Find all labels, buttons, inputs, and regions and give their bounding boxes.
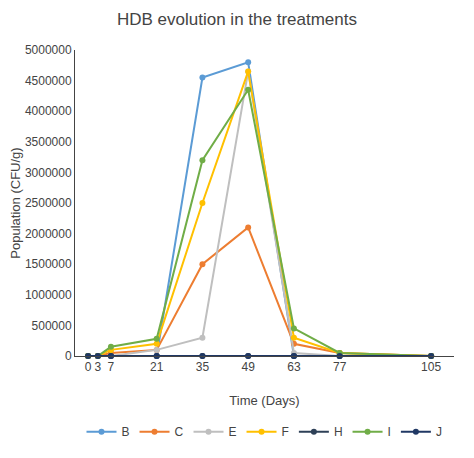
svg-text:Time (Days): Time (Days) <box>229 393 299 408</box>
svg-text:7: 7 <box>108 360 115 374</box>
svg-text:77: 77 <box>333 360 347 374</box>
svg-text:1500000: 1500000 <box>25 257 72 271</box>
svg-text:H: H <box>334 425 343 439</box>
svg-text:2500000: 2500000 <box>25 196 72 210</box>
svg-text:105: 105 <box>421 360 441 374</box>
svg-text:21: 21 <box>150 360 164 374</box>
svg-text:I: I <box>388 425 391 439</box>
svg-text:500000: 500000 <box>32 319 72 333</box>
svg-text:3000000: 3000000 <box>25 166 72 180</box>
svg-text:2000000: 2000000 <box>25 227 72 241</box>
svg-text:Population (CFU/g): Population (CFU/g) <box>8 147 23 258</box>
svg-text:F: F <box>282 425 289 439</box>
svg-text:3: 3 <box>95 360 102 374</box>
svg-text:B: B <box>122 425 130 439</box>
svg-text:4000000: 4000000 <box>25 104 72 118</box>
svg-text:E: E <box>229 425 237 439</box>
svg-text:J: J <box>436 425 442 439</box>
svg-text:35: 35 <box>196 360 210 374</box>
svg-text:C: C <box>175 425 184 439</box>
svg-text:3500000: 3500000 <box>25 135 72 149</box>
svg-text:49: 49 <box>241 360 255 374</box>
svg-text:HDB evolution in the treatment: HDB evolution in the treatments <box>117 10 357 29</box>
svg-text:0: 0 <box>65 349 72 363</box>
svg-text:1000000: 1000000 <box>25 288 72 302</box>
svg-text:0: 0 <box>85 360 92 374</box>
svg-text:5000000: 5000000 <box>25 43 72 57</box>
svg-text:63: 63 <box>287 360 301 374</box>
svg-text:4500000: 4500000 <box>25 74 72 88</box>
